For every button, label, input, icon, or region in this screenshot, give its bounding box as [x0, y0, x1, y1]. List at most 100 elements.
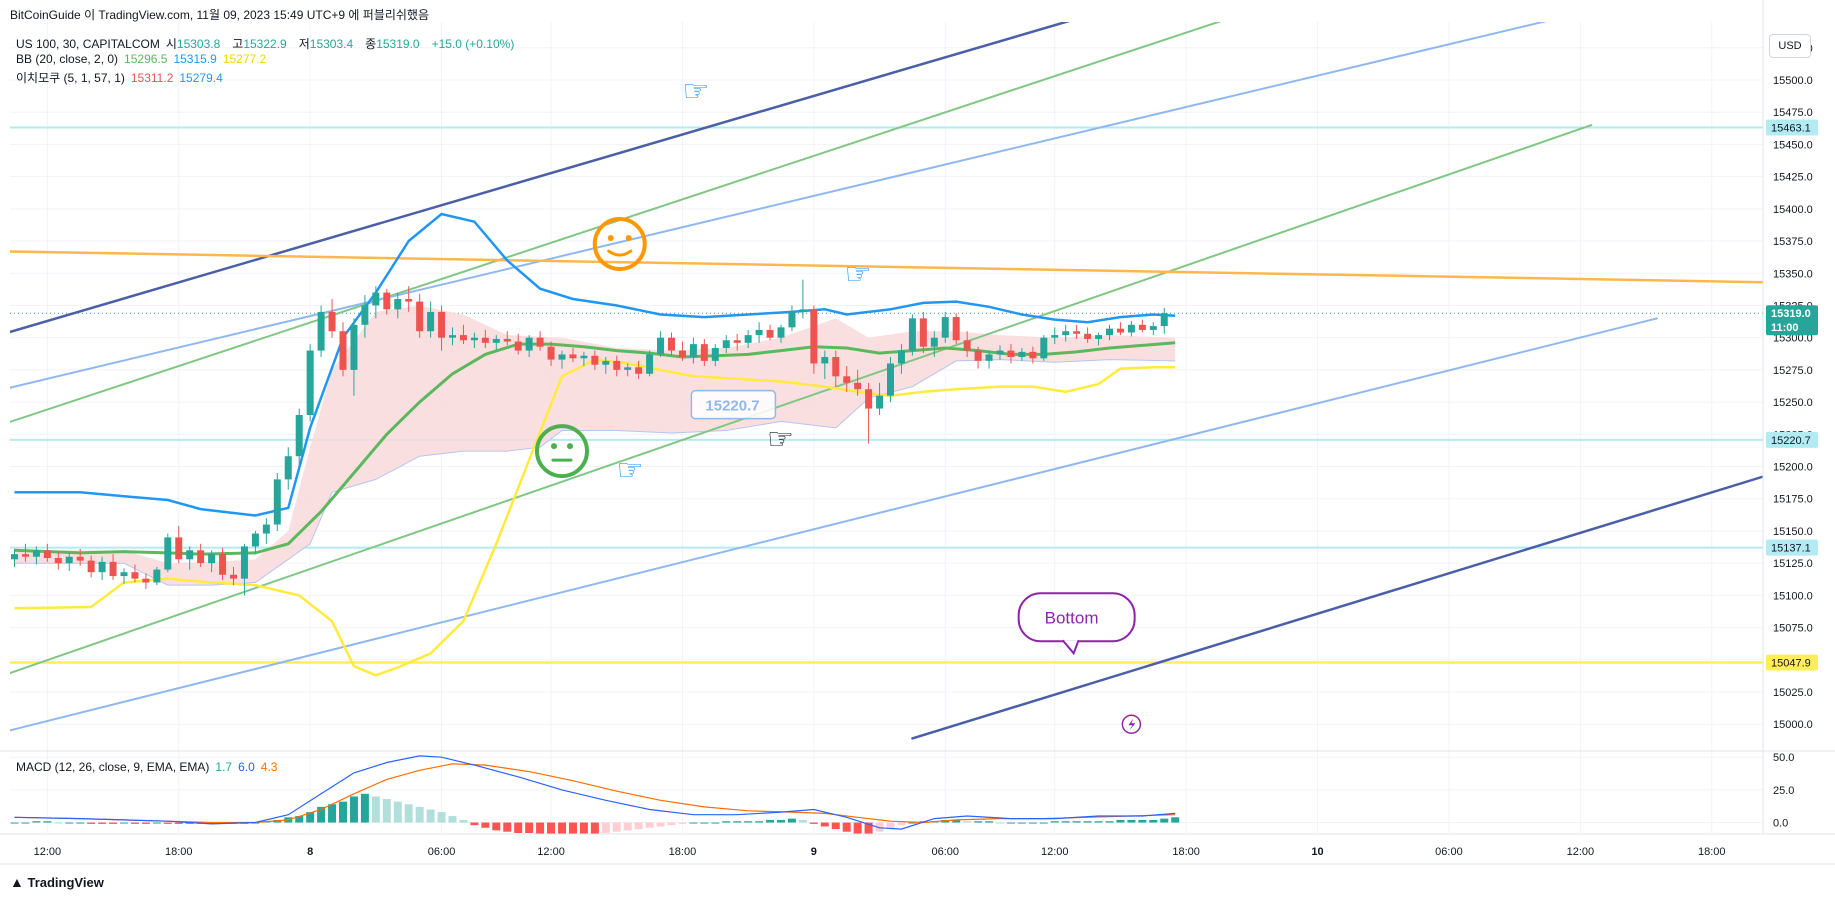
ohlc-close: 종15319.0: [365, 37, 420, 51]
price-tick-label: 15400.0: [1773, 204, 1813, 216]
macd-histogram-bar: [328, 804, 337, 823]
candle-body: [1084, 333, 1092, 339]
candle-body: [700, 344, 708, 361]
price-tick-label: 15200.0: [1773, 462, 1813, 474]
candle-body: [1116, 328, 1124, 333]
symbol-label: US 100, 30, CAPITALCOM: [16, 37, 160, 51]
candle-body: [1007, 350, 1015, 358]
candle-body: [1095, 335, 1103, 339]
time-tick-label: 06:00: [931, 846, 959, 858]
macd-histogram-bar: [568, 822, 577, 835]
trendline-channel_dark_upper: [10, 22, 1071, 334]
macd-legend[interactable]: MACD (12, 26, close, 9, EMA, EMA) 1.7 6.0 4…: [16, 760, 283, 774]
macd-histogram-bar: [76, 822, 85, 824]
macd-histogram-bar: [787, 818, 796, 823]
price-tick-label: 15075.0: [1773, 623, 1813, 635]
candle-body: [613, 360, 621, 370]
macd-value-hist: 1.7: [215, 760, 233, 774]
macd-histogram-bar: [1105, 821, 1114, 823]
candle-body: [536, 337, 544, 347]
candle-body: [350, 324, 358, 370]
macd-histogram-bar: [1116, 819, 1125, 823]
candle-body: [54, 558, 62, 564]
macd-histogram-bar: [996, 822, 1004, 824]
candle-body: [635, 367, 643, 374]
candle-body: [21, 554, 29, 557]
price-tick-label: 15250.0: [1773, 397, 1813, 409]
macd-histogram-bar: [65, 822, 74, 824]
macd-histogram-bar: [1127, 819, 1136, 823]
hline-price-label-bg: [1766, 119, 1818, 136]
macd-histogram-bar: [437, 812, 446, 823]
candle-body: [755, 329, 763, 336]
candles: [11, 279, 1168, 596]
bb-label: BB (20, close, 2, 0): [16, 52, 119, 66]
macd-histogram-bar: [514, 822, 523, 833]
candle-body: [624, 367, 632, 370]
macd-histogram-bar: [1094, 821, 1103, 823]
macd-histogram-bar: [1149, 819, 1158, 823]
bb-upper-line: [14, 212, 1176, 517]
macd-histogram-bar: [1083, 821, 1092, 823]
candle-body: [525, 337, 533, 351]
candle-body: [788, 311, 796, 328]
macd-pane: [0, 750, 1835, 835]
macd-histogram-bar: [98, 822, 107, 824]
pointing-hand-icon: ☞: [845, 257, 872, 292]
ichimoku-label: 이치모쿠 (5, 1, 57, 1): [16, 71, 125, 85]
publisher-name[interactable]: BitCoinGuide: [10, 8, 81, 22]
candle-body: [438, 311, 446, 338]
price-tick-label: 15500.0: [1773, 75, 1813, 87]
candle-body: [668, 337, 675, 351]
price-labels: 15463.1 15220.7 15137.1 15047.9 15319.0 11:00: [1766, 119, 1818, 671]
macd-histogram-bar: [579, 822, 588, 835]
macd-histogram-bar: [470, 822, 479, 826]
time-tick-label: 06:00: [428, 846, 456, 858]
candle-body: [142, 578, 150, 583]
macd-histogram-bar: [755, 821, 764, 823]
macd-histogram-bar: [349, 796, 358, 823]
bb-basis-value: 15296.5: [124, 52, 168, 66]
symbol-legend[interactable]: US 100, 30, CAPITALCOM 시15303.8 고15322.9 저1…: [16, 35, 520, 52]
trendline-channel_dark_lower: [911, 475, 1763, 740]
macd-histogram-bar: [404, 804, 413, 823]
candle-body: [897, 350, 905, 364]
grid: [10, 22, 1763, 833]
tradingview-logo[interactable]: ▲ TradingView: [10, 874, 104, 890]
macd-histogram-bar: [963, 821, 972, 823]
macd-line: [14, 755, 1176, 830]
candle-body: [11, 554, 18, 560]
price-tick-label: 15275.0: [1773, 365, 1813, 377]
candle-body: [470, 337, 478, 341]
macd-histogram-bar: [295, 816, 304, 823]
cloud-area: [14, 305, 1176, 586]
macd-histogram-bar: [886, 822, 895, 828]
candle-body: [76, 556, 84, 561]
candle-body: [1127, 324, 1135, 333]
macd-histogram-bar: [722, 821, 731, 823]
ohlc-low: 저15303.4: [298, 37, 354, 51]
candle-body: [492, 338, 500, 343]
candle-body: [459, 335, 467, 341]
ichimoku-legend[interactable]: 이치모쿠 (5, 1, 57, 1) 15311.2 15279.4: [16, 69, 229, 86]
candle-body: [153, 569, 161, 583]
macd-histogram-bar: [503, 822, 512, 832]
change-value: +15.0 (+0.10%): [431, 37, 515, 51]
macd-histogram-bar: [645, 822, 654, 828]
smiley-eye-icon: [625, 235, 632, 242]
candle-body: [580, 355, 588, 359]
macd-histogram-bar: [678, 822, 687, 824]
currency-button[interactable]: USD: [1769, 34, 1811, 58]
candle-body: [952, 317, 960, 341]
bb-legend[interactable]: BB (20, close, 2, 0) 15296.5 15315.9 15277.…: [16, 52, 272, 66]
macd-tick-label: 50.0: [1773, 752, 1794, 764]
macd-histogram-bar: [130, 822, 139, 824]
price-tick-label: 15000.0: [1773, 719, 1813, 731]
price-tick-label: 15475.0: [1773, 107, 1813, 119]
candle-body: [284, 456, 292, 480]
candle-body: [996, 350, 1004, 355]
candle-body: [657, 337, 665, 355]
candle-body: [689, 344, 697, 358]
publish-header: BitCoinGuide 이 TradingView.com, 11월 09, …: [10, 6, 429, 23]
